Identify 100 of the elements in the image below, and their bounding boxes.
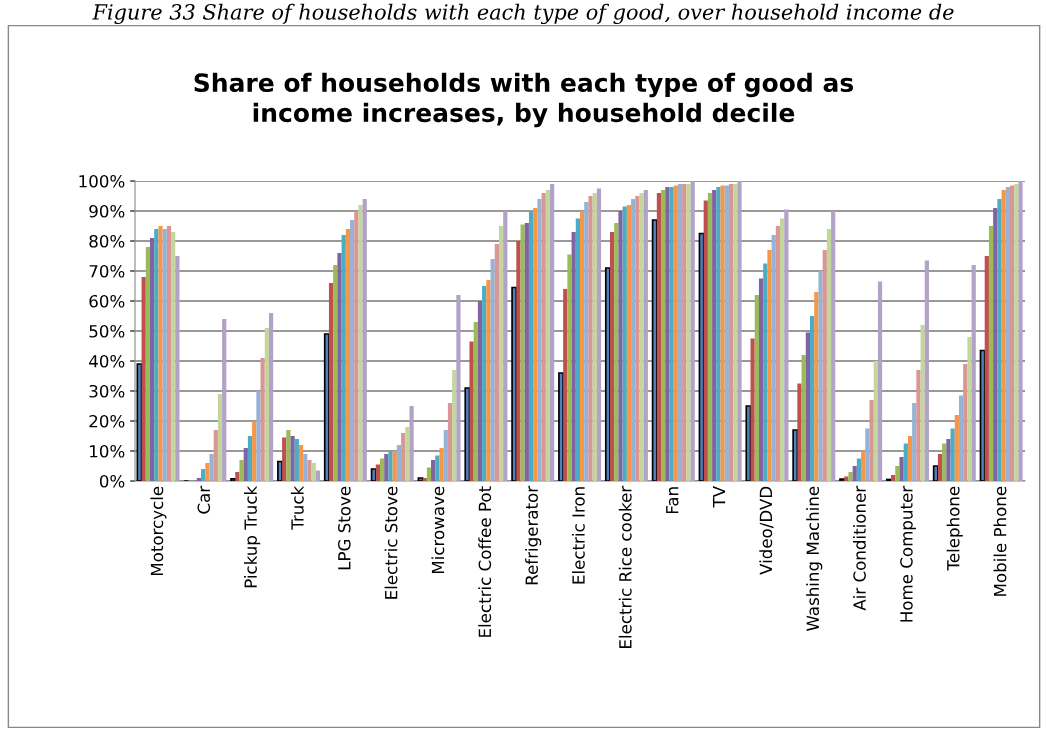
bar	[388, 451, 393, 481]
bar	[260, 358, 265, 481]
bar	[162, 229, 167, 481]
bar	[524, 223, 529, 481]
bar	[154, 229, 159, 481]
bar	[669, 187, 674, 481]
bar	[580, 211, 585, 481]
bar	[758, 278, 764, 481]
bar	[166, 226, 172, 481]
bar	[171, 232, 176, 481]
bar	[877, 281, 883, 481]
bar	[205, 463, 210, 481]
bar	[848, 472, 853, 481]
bar	[537, 199, 542, 481]
bar	[362, 199, 367, 481]
bar	[767, 250, 772, 481]
bar	[494, 244, 499, 481]
bar	[712, 190, 717, 481]
y-tick-label: 50%	[89, 324, 125, 338]
bar	[315, 470, 321, 481]
bar	[686, 184, 691, 481]
x-tick-label: Telephone	[946, 486, 963, 571]
bar	[575, 218, 580, 481]
bar	[158, 226, 163, 481]
bar	[311, 463, 316, 481]
bar	[822, 250, 827, 481]
x-tick-label: Electric Stove	[384, 486, 398, 599]
bar	[533, 208, 538, 481]
bar	[252, 421, 257, 481]
bar	[175, 256, 180, 481]
bar	[409, 406, 414, 481]
bar	[805, 332, 810, 481]
y-tick-label: 40%	[89, 354, 125, 368]
bar	[396, 445, 402, 481]
y-tick-label: 90%	[89, 204, 125, 218]
bar	[247, 436, 253, 481]
y-tick-label: 20%	[89, 414, 125, 428]
bar	[469, 341, 474, 481]
bar	[622, 206, 627, 481]
bar	[775, 226, 781, 481]
bar	[958, 395, 964, 481]
bar	[268, 313, 274, 481]
bar	[417, 477, 424, 481]
bar	[333, 265, 338, 481]
bar	[213, 430, 218, 481]
bar	[328, 283, 334, 481]
bar	[456, 295, 461, 481]
bar	[891, 475, 896, 481]
bar	[856, 458, 862, 481]
bar	[264, 328, 269, 481]
bar	[763, 263, 768, 481]
bar	[422, 478, 427, 481]
bar	[243, 448, 248, 481]
bar	[865, 428, 870, 481]
bar	[405, 427, 410, 481]
bar	[222, 319, 227, 481]
bar	[141, 277, 146, 481]
bar	[993, 208, 998, 481]
bar	[447, 403, 453, 481]
bar	[401, 433, 406, 481]
bar	[661, 190, 666, 481]
bar	[954, 415, 959, 481]
bar	[809, 316, 815, 481]
bar	[745, 405, 752, 481]
bar	[486, 280, 491, 481]
bar	[490, 259, 495, 481]
bar	[1018, 181, 1023, 481]
bar	[286, 430, 291, 481]
bar	[298, 445, 304, 481]
bar	[384, 454, 389, 481]
bar	[452, 370, 457, 481]
bar	[665, 187, 670, 481]
bar	[528, 211, 534, 481]
bar	[942, 443, 947, 481]
bar	[431, 460, 436, 481]
bar	[1014, 184, 1019, 481]
bar	[916, 370, 921, 481]
bar	[375, 464, 380, 481]
bar	[230, 478, 237, 481]
caption: Figure 33 Share of households with each type of good, over household income de	[92, 3, 954, 25]
bar	[516, 241, 521, 481]
bar	[439, 448, 444, 481]
y-tick-label: 10%	[90, 444, 125, 458]
bar	[639, 193, 644, 481]
bar	[503, 211, 508, 481]
bar	[728, 184, 734, 481]
bar	[550, 184, 555, 481]
bar	[771, 235, 776, 481]
bar	[435, 455, 440, 481]
bar	[541, 193, 546, 481]
bar	[477, 301, 483, 481]
y-tick-label: 100%	[79, 174, 125, 188]
bar	[690, 181, 695, 481]
bar	[473, 322, 478, 481]
bar	[912, 403, 917, 481]
bar	[354, 211, 359, 481]
bar	[303, 454, 308, 481]
bar	[235, 472, 240, 481]
bar	[209, 454, 214, 481]
x-tick-label: Microwave	[431, 486, 445, 574]
